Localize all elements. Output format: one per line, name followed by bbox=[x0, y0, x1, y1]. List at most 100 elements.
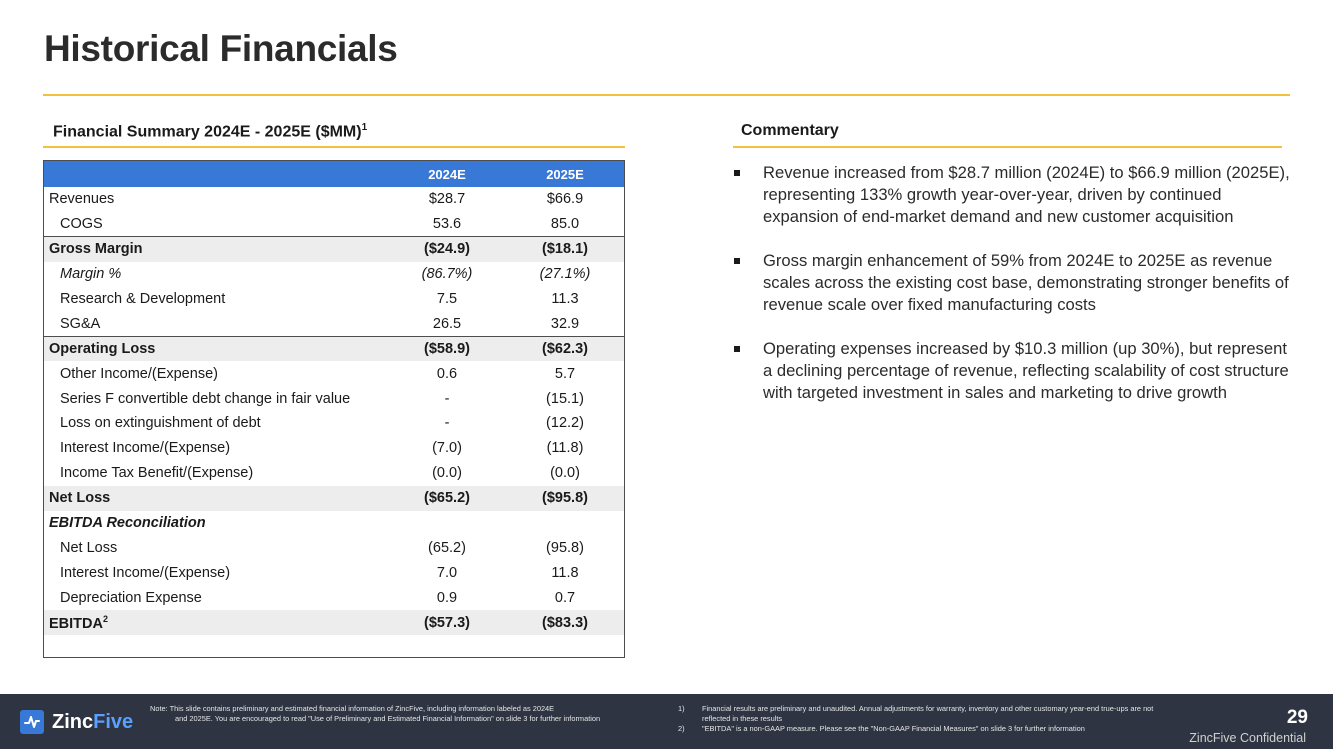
row-label: Interest Income/(Expense) bbox=[60, 440, 231, 457]
row-label: Other Income/(Expense) bbox=[60, 365, 218, 382]
footnote-ref-1: 1 bbox=[361, 122, 368, 133]
note-line-1: Note: This slide contains preliminary an… bbox=[150, 704, 555, 713]
value-2025e: (0.0) bbox=[550, 465, 580, 482]
title-divider bbox=[43, 94, 1290, 96]
commentary-divider bbox=[733, 146, 1282, 148]
row-label: Series F convertible debt change in fair… bbox=[60, 390, 351, 407]
footer-bar: ZincFive Note: This slide contains preli… bbox=[0, 694, 1333, 749]
value-2025e: 85.0 bbox=[550, 216, 580, 233]
value-2024e: (0.0) bbox=[432, 465, 462, 482]
bullet-text: Revenue increased from $28.7 million (20… bbox=[763, 163, 1290, 226]
header-2024e: 2024E bbox=[388, 161, 506, 187]
value-2025e: (15.1) bbox=[546, 390, 584, 407]
value-2024e: 26.5 bbox=[432, 315, 462, 332]
square-bullet-icon bbox=[734, 258, 740, 264]
value-2025e: ($83.3) bbox=[506, 610, 624, 636]
row-label: SG&A bbox=[60, 315, 101, 332]
note-line-2: and 2025E. You are encouraged to read "U… bbox=[175, 714, 601, 723]
table-row: Interest Income/(Expense) (7.0) (11.8) bbox=[44, 436, 624, 461]
row-label: Operating Loss bbox=[44, 335, 388, 362]
wordmark-zinc: Zinc bbox=[52, 710, 94, 733]
bullet-text: Operating expenses increased by $10.3 mi… bbox=[763, 339, 1289, 402]
header-label-cell bbox=[44, 161, 388, 187]
value-2024e: - bbox=[444, 415, 450, 432]
page-title: Historical Financials bbox=[44, 28, 398, 69]
financial-summary-divider bbox=[43, 146, 625, 148]
table-row: Interest Income/(Expense) 7.0 11.8 bbox=[44, 560, 624, 585]
value-2024e: ($24.9) bbox=[388, 236, 506, 262]
row-label: Gross Margin bbox=[44, 236, 388, 262]
row-label: Income Tax Benefit/(Expense) bbox=[60, 465, 254, 482]
footnote-item: 1) Financial results are preliminary and… bbox=[678, 704, 1178, 724]
table-row: Series F convertible debt change in fair… bbox=[44, 386, 624, 411]
zincfive-wordmark: ZincFive bbox=[52, 711, 133, 734]
footnote-ref-2: 2 bbox=[102, 613, 108, 624]
disclaimer-note: Note: This slide contains preliminary an… bbox=[150, 704, 650, 724]
table-row: Depreciation Expense 0.9 0.7 bbox=[44, 585, 624, 610]
table-row-subtotal: Operating Loss ($58.9) ($62.3) bbox=[44, 335, 624, 362]
row-label: COGS bbox=[60, 216, 103, 233]
value-2024e: 7.0 bbox=[436, 564, 458, 581]
table-row: Research & Development 7.5 11.3 bbox=[44, 287, 624, 312]
row-label: EBITDA2 bbox=[44, 610, 388, 636]
table-row: Margin % (86.7%) (27.1%) bbox=[44, 262, 624, 287]
row-label: Interest Income/(Expense) bbox=[60, 564, 231, 581]
footnote-item: 2) "EBITDA" is a non-GAAP measure. Pleas… bbox=[678, 724, 1178, 734]
zincfive-logo-icon bbox=[20, 710, 44, 734]
value-2024e: - bbox=[444, 390, 450, 407]
value-2024e: ($57.3) bbox=[388, 610, 506, 636]
value-2024e: $28.7 bbox=[428, 191, 466, 208]
section-label: EBITDA Reconciliation bbox=[49, 515, 206, 532]
table-row-subtotal: Gross Margin ($24.9) ($18.1) bbox=[44, 236, 624, 262]
table-row: Loss on extinguishment of debt - (12.2) bbox=[44, 411, 624, 436]
commentary-bullet: Operating expenses increased by $10.3 mi… bbox=[733, 338, 1293, 404]
value-2025e: 0.7 bbox=[554, 589, 576, 606]
table-row-subtotal: Net Loss ($65.2) ($95.8) bbox=[44, 485, 624, 511]
footnote-text: Financial results are preliminary and un… bbox=[702, 704, 1154, 723]
value-2024e: 7.5 bbox=[436, 291, 458, 307]
commentary-list: Revenue increased from $28.7 million (20… bbox=[733, 162, 1293, 426]
footnote-text: "EBITDA" is a non-GAAP measure. Please s… bbox=[702, 724, 1085, 733]
row-label: Depreciation Expense bbox=[60, 589, 202, 606]
value-2025e: $66.9 bbox=[546, 191, 584, 208]
row-label: Margin % bbox=[60, 266, 122, 283]
row-label: Loss on extinguishment of debt bbox=[60, 415, 261, 432]
financial-summary-table: 2024E 2025E Revenues $28.7 $66.9 COGS 53… bbox=[43, 160, 625, 658]
value-2024e: ($58.9) bbox=[388, 335, 506, 362]
bullet-text: Gross margin enhancement of 59% from 202… bbox=[763, 251, 1289, 314]
financial-summary-heading-text: Financial Summary 2024E - 2025E ($MM) bbox=[53, 123, 362, 141]
row-label: Net Loss bbox=[60, 539, 118, 556]
commentary-bullet: Revenue increased from $28.7 million (20… bbox=[733, 162, 1293, 228]
ebitda-label: EBITDA bbox=[49, 615, 103, 632]
value-2024e: (7.0) bbox=[432, 440, 462, 457]
table-header-row: 2024E 2025E bbox=[44, 161, 624, 187]
header-2025e: 2025E bbox=[506, 161, 624, 187]
row-label: Net Loss bbox=[44, 485, 388, 511]
commentary-bullet: Gross margin enhancement of 59% from 202… bbox=[733, 250, 1293, 316]
value-2025e: 5.7 bbox=[554, 365, 576, 382]
value-2025e: ($18.1) bbox=[506, 236, 624, 262]
value-2025e: (27.1%) bbox=[539, 266, 591, 283]
footnote-number: 2) bbox=[678, 724, 685, 733]
value-2024e: ($65.2) bbox=[388, 485, 506, 511]
value-2025e: (12.2) bbox=[546, 415, 584, 432]
row-label: Research & Development bbox=[60, 291, 226, 307]
value-2025e: ($62.3) bbox=[506, 335, 624, 362]
value-2025e: (11.8) bbox=[546, 440, 584, 457]
table-row-total: EBITDA2 ($57.3) ($83.3) bbox=[44, 610, 624, 636]
value-2024e: 0.9 bbox=[436, 589, 458, 606]
square-bullet-icon bbox=[734, 346, 740, 352]
value-2025e: 11.3 bbox=[551, 291, 579, 307]
value-2025e bbox=[506, 511, 624, 536]
value-2024e: 0.6 bbox=[436, 365, 458, 382]
footnote-number: 1) bbox=[678, 704, 685, 713]
wordmark-five: Five bbox=[93, 710, 134, 733]
table-row: COGS 53.6 85.0 bbox=[44, 212, 624, 237]
table-section-row: EBITDA Reconciliation bbox=[44, 511, 624, 536]
zincfive-logo: ZincFive bbox=[20, 710, 133, 734]
table-row: Net Loss (65.2) (95.8) bbox=[44, 535, 624, 560]
footnotes: 1) Financial results are preliminary and… bbox=[678, 704, 1178, 734]
table-row: Revenues $28.7 $66.9 bbox=[44, 187, 624, 212]
value-2025e: (95.8) bbox=[546, 539, 584, 556]
commentary-heading: Commentary bbox=[741, 122, 839, 139]
